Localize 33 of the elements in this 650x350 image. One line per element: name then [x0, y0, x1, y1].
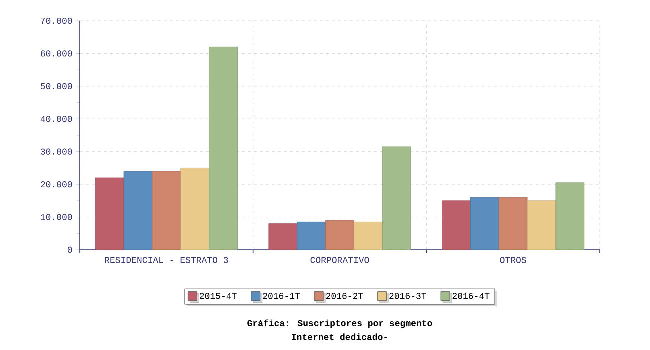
x-tick-label: RESIDENCIAL - ESTRATO 3	[105, 257, 228, 264]
bar	[382, 146, 412, 250]
text: Gráfica: Suscriptores por segmento	[248, 320, 432, 328]
y-tick-label: 30.000	[40, 148, 72, 155]
x-tick-label: CORPORATIVO	[310, 257, 370, 264]
bar	[556, 182, 585, 250]
y-tick-label: 60.000	[41, 50, 72, 57]
bar	[95, 178, 124, 250]
y-tick-label: 50.000	[40, 83, 72, 90]
bar	[124, 171, 153, 250]
y-tick-label: 40.000	[40, 116, 72, 122]
bar	[354, 222, 383, 250]
y-tick-label: 0	[68, 246, 72, 254]
legend-label: 2016-2T	[326, 293, 364, 300]
y-tick-label: 10.000	[41, 214, 72, 220]
bar	[209, 46, 238, 250]
bar	[498, 197, 528, 250]
legend-label: 2016-4T	[452, 293, 490, 300]
bar	[442, 200, 471, 250]
x-tick-label: OTROS	[500, 257, 526, 264]
bar	[180, 168, 210, 250]
y-tick-label: 70.000	[41, 18, 72, 24]
bar	[152, 171, 182, 250]
bar	[470, 197, 500, 250]
bar	[326, 220, 354, 250]
text: Internet dedicado-	[292, 334, 388, 340]
bar	[297, 222, 326, 250]
legend-label: 2016-1T	[263, 293, 300, 300]
y-tick-label: 20.000	[41, 182, 72, 188]
legend-label: 2015-4T	[200, 293, 237, 300]
bar	[268, 224, 298, 250]
bar	[527, 200, 556, 250]
legend-label: 2016-3T	[390, 293, 426, 300]
